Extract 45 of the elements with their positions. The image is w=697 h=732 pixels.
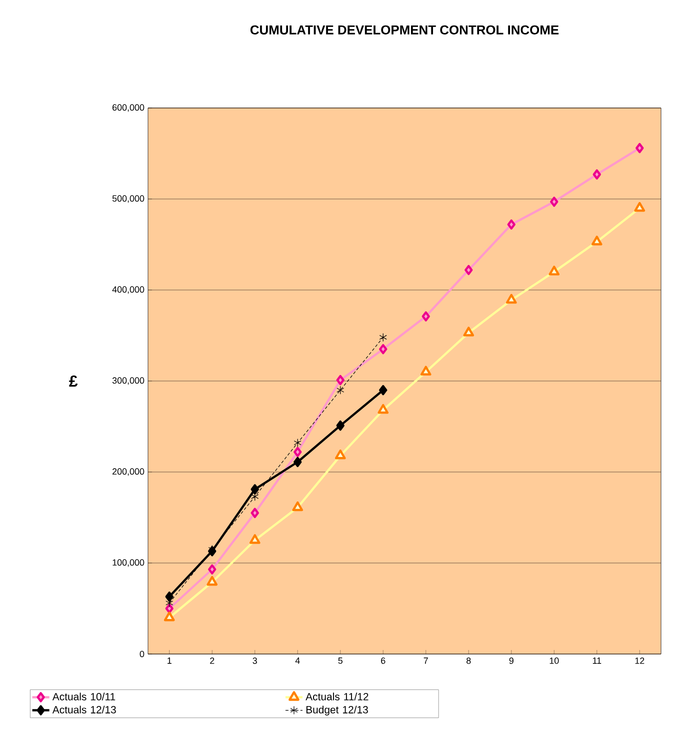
y-tick-label: 500,000 xyxy=(112,195,144,203)
legend-label: Actuals 11/12 xyxy=(306,692,368,700)
chart-title: CUMULATIVE DEVELOPMENT CONTROL INCOME xyxy=(250,25,559,34)
point xyxy=(422,311,430,322)
point xyxy=(294,456,302,468)
y-tick-label: 300,000 xyxy=(112,377,144,385)
x-tick-label: 12 xyxy=(635,658,644,664)
y-tick-label: 200,000 xyxy=(112,468,144,476)
x-tick-label: 11 xyxy=(592,658,602,664)
point xyxy=(379,344,388,354)
y-axis-title: £ xyxy=(69,375,78,387)
point xyxy=(250,484,259,494)
point xyxy=(336,374,344,386)
point xyxy=(336,386,344,394)
point xyxy=(379,385,388,396)
point xyxy=(592,169,601,180)
y-tick-label: 100,000 xyxy=(112,559,144,567)
x-tick-label: 3 xyxy=(252,658,257,664)
point xyxy=(294,446,302,458)
x-tick-label: 6 xyxy=(381,658,386,664)
x-tick-label: 8 xyxy=(466,658,471,664)
legend-label: Actuals 12/13 xyxy=(52,706,116,714)
y-tick-label: 600,000 xyxy=(112,104,144,112)
point xyxy=(507,219,516,230)
point xyxy=(165,592,174,602)
point xyxy=(294,438,302,448)
legend-label: Actuals 10/11 xyxy=(52,692,116,700)
x-tick-label: 1 xyxy=(168,658,172,664)
point xyxy=(464,264,473,276)
point xyxy=(208,564,216,574)
legend-label: Budget 12/13 xyxy=(306,706,368,716)
point xyxy=(336,420,344,431)
y-tick-label: 400,000 xyxy=(112,286,144,294)
x-tick-label: 9 xyxy=(509,658,514,664)
x-tick-label: 4 xyxy=(295,658,300,664)
x-tick-label: 7 xyxy=(424,658,428,664)
point xyxy=(250,508,259,518)
point xyxy=(550,196,558,207)
y-tick-label: 0 xyxy=(140,650,144,658)
x-tick-label: 10 xyxy=(550,658,559,664)
point xyxy=(636,142,644,154)
x-tick-label: 2 xyxy=(210,658,214,664)
x-tick-label: 5 xyxy=(338,658,342,664)
point xyxy=(379,333,387,342)
point xyxy=(165,603,174,614)
